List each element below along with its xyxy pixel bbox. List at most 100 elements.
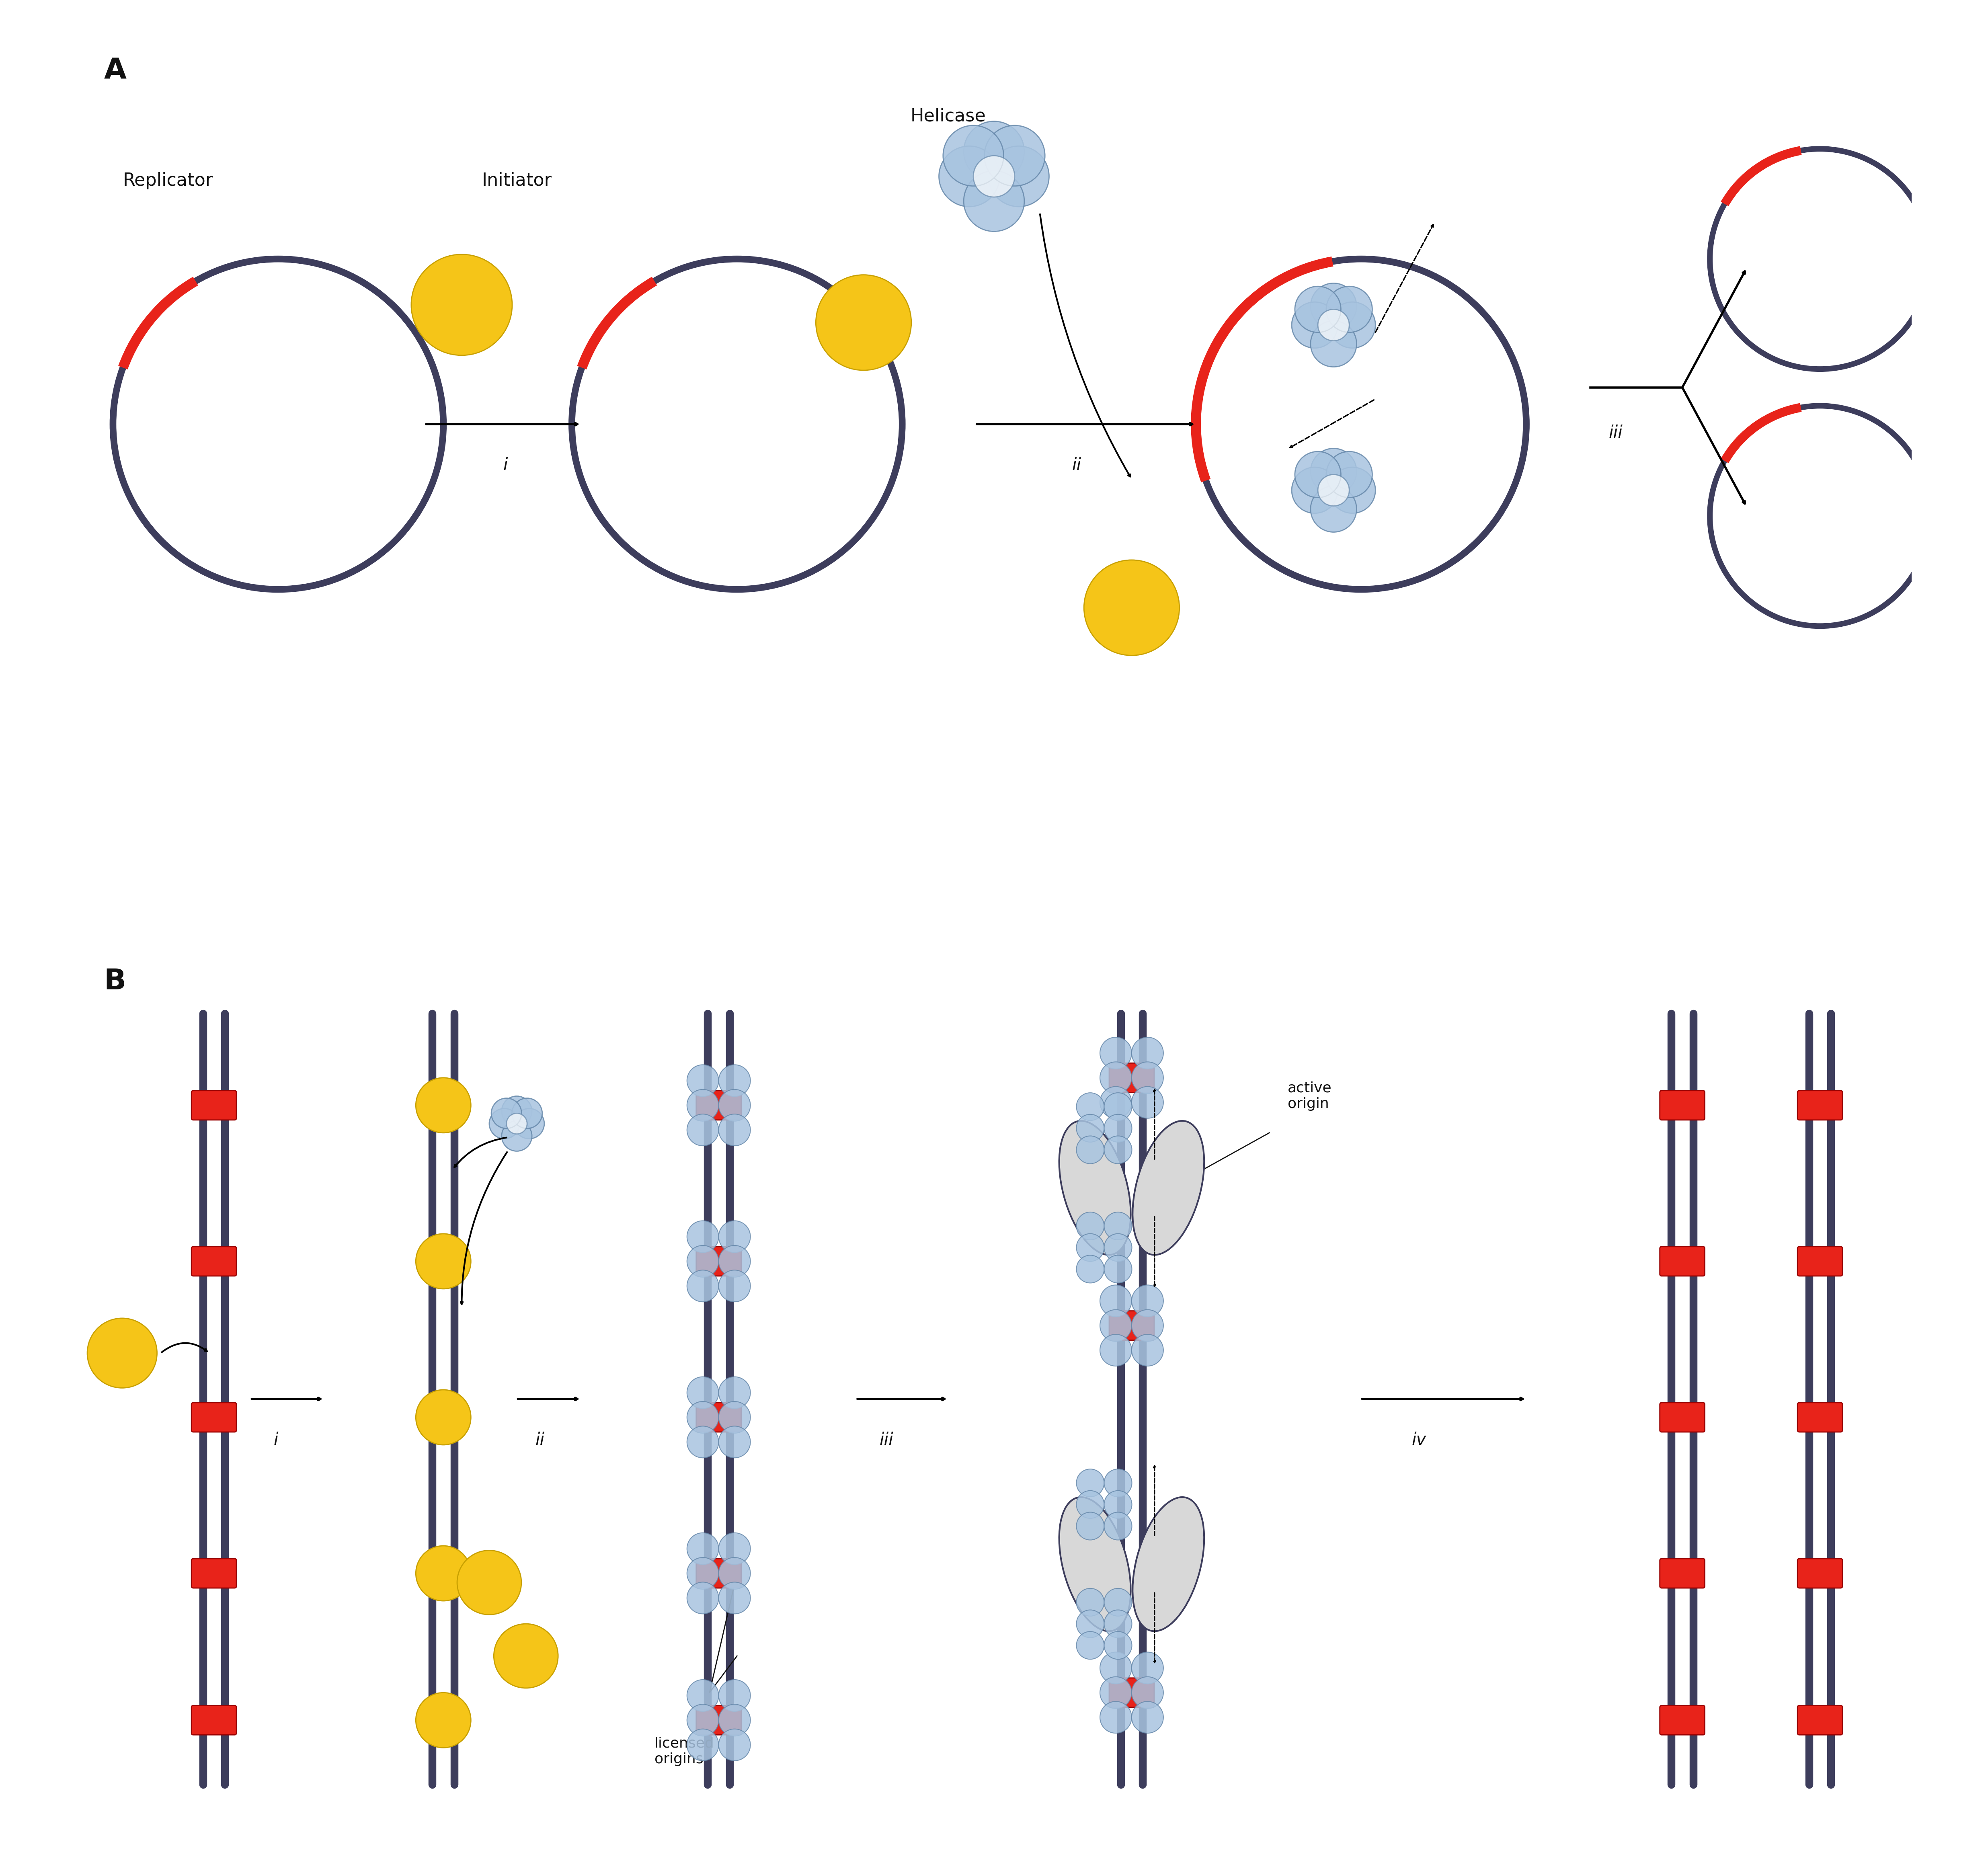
Circle shape <box>688 1090 720 1121</box>
Circle shape <box>415 1391 471 1445</box>
Circle shape <box>1099 1037 1131 1069</box>
FancyBboxPatch shape <box>421 1402 465 1432</box>
Circle shape <box>720 1426 749 1458</box>
Circle shape <box>720 1065 749 1097</box>
FancyBboxPatch shape <box>1109 1063 1155 1091</box>
Ellipse shape <box>1133 1121 1205 1254</box>
Circle shape <box>984 125 1046 187</box>
Circle shape <box>507 1114 527 1134</box>
Text: ii: ii <box>1072 456 1081 473</box>
Circle shape <box>964 170 1024 232</box>
Circle shape <box>1076 1469 1103 1497</box>
Circle shape <box>720 1114 749 1146</box>
Circle shape <box>1310 284 1356 329</box>
Circle shape <box>1099 1086 1131 1118</box>
Circle shape <box>415 1078 471 1133</box>
Circle shape <box>1326 286 1372 333</box>
Circle shape <box>1318 310 1350 340</box>
Circle shape <box>1103 1469 1131 1497</box>
Circle shape <box>688 1680 720 1712</box>
Ellipse shape <box>1060 1121 1131 1254</box>
Circle shape <box>688 1114 720 1146</box>
Circle shape <box>1083 561 1179 656</box>
Circle shape <box>988 146 1050 207</box>
FancyBboxPatch shape <box>421 1559 465 1589</box>
Circle shape <box>688 1729 720 1761</box>
FancyBboxPatch shape <box>191 1559 237 1589</box>
Circle shape <box>815 275 911 370</box>
Text: B: B <box>103 968 125 996</box>
Circle shape <box>1076 1256 1103 1282</box>
FancyBboxPatch shape <box>1660 1091 1706 1120</box>
Circle shape <box>1131 1310 1163 1342</box>
Circle shape <box>720 1245 749 1277</box>
Circle shape <box>720 1377 749 1409</box>
Circle shape <box>1330 467 1376 514</box>
Circle shape <box>1076 1213 1103 1239</box>
Circle shape <box>720 1533 749 1564</box>
Circle shape <box>1076 1234 1103 1262</box>
Circle shape <box>515 1108 545 1138</box>
Circle shape <box>688 1402 720 1434</box>
Ellipse shape <box>1060 1497 1131 1632</box>
FancyBboxPatch shape <box>191 1402 237 1432</box>
Circle shape <box>688 1245 720 1277</box>
Circle shape <box>1131 1652 1163 1684</box>
Text: i: i <box>274 1432 278 1448</box>
FancyBboxPatch shape <box>1660 1247 1706 1277</box>
FancyBboxPatch shape <box>191 1247 237 1277</box>
Circle shape <box>1330 303 1376 348</box>
Circle shape <box>1103 1114 1131 1142</box>
Circle shape <box>688 1220 720 1252</box>
Circle shape <box>720 1583 749 1613</box>
Circle shape <box>1310 486 1356 533</box>
Circle shape <box>87 1318 157 1389</box>
Text: licensed
origins: licensed origins <box>654 1736 714 1766</box>
FancyBboxPatch shape <box>696 1402 742 1432</box>
FancyBboxPatch shape <box>421 1247 465 1277</box>
Circle shape <box>1103 1213 1131 1239</box>
Circle shape <box>1131 1334 1163 1366</box>
FancyBboxPatch shape <box>1660 1559 1706 1589</box>
FancyBboxPatch shape <box>1109 1310 1155 1340</box>
Text: i: i <box>503 456 507 473</box>
Circle shape <box>1076 1114 1103 1142</box>
Circle shape <box>1076 1609 1103 1637</box>
Circle shape <box>1099 1334 1131 1366</box>
Circle shape <box>1103 1234 1131 1262</box>
Circle shape <box>688 1533 720 1564</box>
Ellipse shape <box>1133 1497 1205 1632</box>
Text: Initiator: Initiator <box>481 172 553 189</box>
Circle shape <box>974 155 1014 196</box>
Circle shape <box>415 1234 471 1290</box>
Circle shape <box>720 1680 749 1712</box>
Circle shape <box>720 1705 749 1736</box>
Circle shape <box>1099 1286 1131 1318</box>
Circle shape <box>688 1705 720 1736</box>
Circle shape <box>688 1271 720 1303</box>
Circle shape <box>1294 452 1340 497</box>
Text: Helicase: Helicase <box>911 108 986 125</box>
FancyBboxPatch shape <box>696 1091 742 1120</box>
Circle shape <box>415 1546 471 1602</box>
Circle shape <box>501 1095 533 1127</box>
Circle shape <box>720 1220 749 1252</box>
Circle shape <box>688 1426 720 1458</box>
FancyBboxPatch shape <box>1797 1402 1843 1432</box>
FancyBboxPatch shape <box>696 1559 742 1589</box>
Circle shape <box>1076 1136 1103 1164</box>
Circle shape <box>942 125 1004 187</box>
Circle shape <box>1131 1701 1163 1733</box>
FancyBboxPatch shape <box>1109 1678 1155 1706</box>
Circle shape <box>1326 452 1372 497</box>
Circle shape <box>720 1557 749 1589</box>
Text: A: A <box>103 58 127 84</box>
Circle shape <box>720 1090 749 1121</box>
Circle shape <box>491 1099 521 1129</box>
Circle shape <box>415 1693 471 1748</box>
Circle shape <box>1099 1062 1131 1093</box>
Circle shape <box>1318 475 1350 506</box>
Circle shape <box>1294 286 1340 333</box>
Circle shape <box>1103 1632 1131 1660</box>
Circle shape <box>1076 1632 1103 1660</box>
